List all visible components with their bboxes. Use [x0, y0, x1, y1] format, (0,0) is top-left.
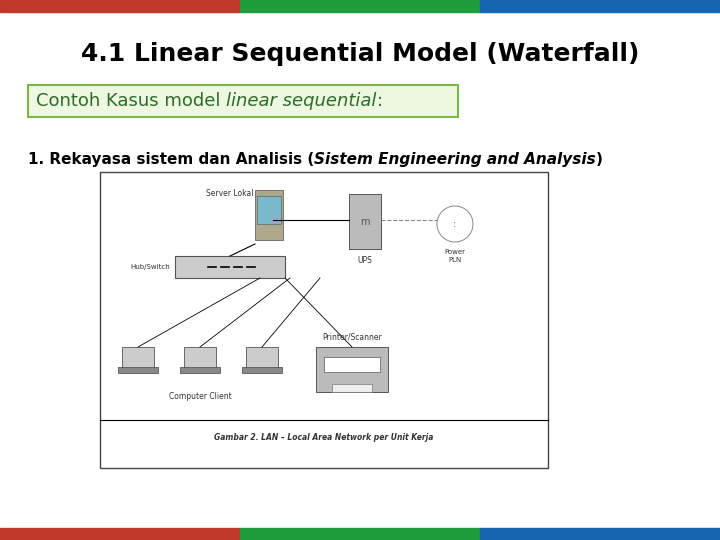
Text: UPS: UPS — [358, 256, 372, 265]
Bar — [100, 172, 548, 468]
Bar — [257, 196, 281, 224]
Text: PLN: PLN — [449, 257, 462, 263]
Bar — [122, 347, 154, 369]
Text: linear sequential: linear sequential — [226, 92, 377, 110]
Bar — [316, 347, 388, 392]
Bar — [332, 384, 372, 392]
Bar — [480, 0, 720, 12]
Text: Contoh Kasus model: Contoh Kasus model — [36, 92, 226, 110]
Text: 1. Rekayasa sistem dan Analisis (: 1. Rekayasa sistem dan Analisis ( — [28, 152, 314, 167]
Text: m: m — [360, 217, 370, 227]
Text: Gambar 2. LAN – Local Area Network per Unit Kerja: Gambar 2. LAN – Local Area Network per U… — [215, 433, 433, 442]
Bar — [0, 0, 240, 12]
Bar — [240, 528, 480, 540]
Bar — [28, 85, 458, 117]
Bar — [480, 528, 720, 540]
Text: :: : — [454, 219, 456, 229]
Bar — [255, 190, 283, 240]
Text: ): ) — [596, 152, 603, 167]
Bar — [0, 528, 240, 540]
Text: Printer/Scanner: Printer/Scanner — [322, 333, 382, 342]
Text: :: : — [377, 92, 383, 110]
Bar — [118, 367, 158, 373]
Text: Server Lokal: Server Lokal — [206, 190, 253, 199]
Text: 4.1 Linear Sequential Model (Waterfall): 4.1 Linear Sequential Model (Waterfall) — [81, 42, 639, 66]
Bar — [324, 357, 380, 372]
Bar — [349, 194, 381, 249]
Bar — [184, 347, 216, 369]
Text: Hub/Switch: Hub/Switch — [130, 264, 170, 270]
Bar — [175, 256, 285, 278]
Bar — [180, 367, 220, 373]
Bar — [240, 0, 480, 12]
Bar — [246, 347, 278, 369]
Circle shape — [437, 206, 473, 242]
Bar — [242, 367, 282, 373]
Text: Power: Power — [444, 249, 466, 255]
Text: Computer Client: Computer Client — [168, 392, 231, 401]
Text: Sistem Engineering and Analysis: Sistem Engineering and Analysis — [314, 152, 596, 167]
